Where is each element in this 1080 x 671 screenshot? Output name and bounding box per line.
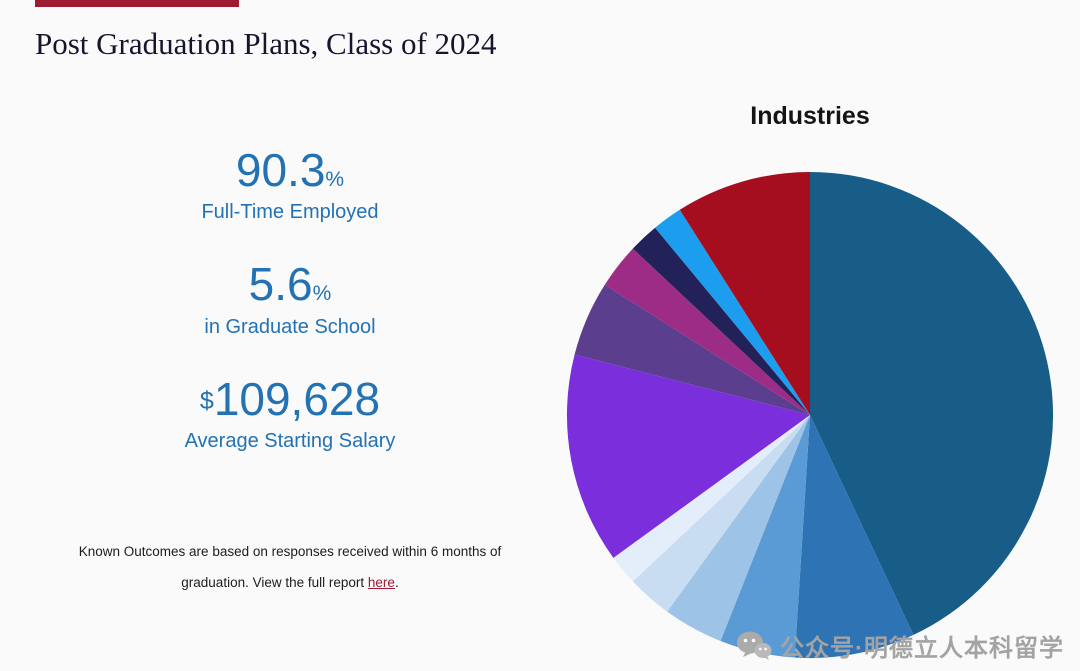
industries-pie-chart bbox=[565, 170, 1055, 660]
pie-slice bbox=[632, 415, 810, 612]
watermark: 公众号·明德立人本科留学 bbox=[736, 628, 1064, 663]
stat-label: in Graduate School bbox=[204, 315, 376, 338]
page-title: Post Graduation Plans, Class of 2024 bbox=[35, 26, 497, 61]
stats-panel: 90.3% Full-Time Employed 5.6% in Graduat… bbox=[40, 146, 540, 489]
pie-slice bbox=[566, 354, 810, 558]
stat-prefix: $ bbox=[199, 386, 214, 415]
watermark-text: 公众号·明德立人本科留学 bbox=[780, 635, 1064, 662]
pie-slice bbox=[794, 415, 914, 659]
stat-full-time-employed: 90.3% Full-Time Employed bbox=[40, 146, 540, 224]
stat-number: 5.6 bbox=[248, 258, 313, 311]
pie-slice bbox=[655, 209, 810, 415]
pie-slice bbox=[720, 415, 810, 658]
footnote: Known Outcomes are based on responses re… bbox=[20, 536, 560, 598]
stat-average-salary: $109,628 Average Starting Salary bbox=[40, 372, 540, 453]
stat-label: Full-Time Employed bbox=[201, 201, 379, 224]
pie-slice bbox=[667, 415, 810, 641]
pie-slice bbox=[679, 171, 810, 415]
footnote-line2: graduation. View the full report bbox=[181, 575, 368, 590]
stat-number: 109,628 bbox=[213, 372, 381, 425]
pie-slice bbox=[632, 227, 810, 415]
brand-accent-bar bbox=[35, 0, 239, 7]
stat-label: Average Starting Salary bbox=[184, 429, 396, 452]
chart-title: Industries bbox=[750, 102, 870, 130]
stat-value: 5.6% bbox=[40, 260, 540, 308]
footnote-period: . bbox=[394, 575, 399, 590]
stat-number: 90.3 bbox=[235, 144, 326, 196]
stat-graduate-school: 5.6% in Graduate School bbox=[40, 260, 540, 338]
footnote-line1: Known Outcomes are based on responses re… bbox=[78, 544, 502, 559]
stat-suffix: % bbox=[325, 168, 345, 191]
stat-value: $109,628 bbox=[40, 372, 540, 425]
full-report-link[interactable]: here bbox=[367, 575, 395, 590]
stat-suffix: % bbox=[312, 282, 332, 306]
pie-slice bbox=[604, 248, 810, 415]
wechat-icon bbox=[736, 630, 772, 662]
pie-slice bbox=[613, 415, 810, 582]
stat-value: 90.3% bbox=[40, 146, 540, 194]
pie-slice bbox=[810, 171, 1054, 635]
pie-slice bbox=[574, 284, 810, 415]
pie-svg bbox=[566, 171, 1054, 659]
